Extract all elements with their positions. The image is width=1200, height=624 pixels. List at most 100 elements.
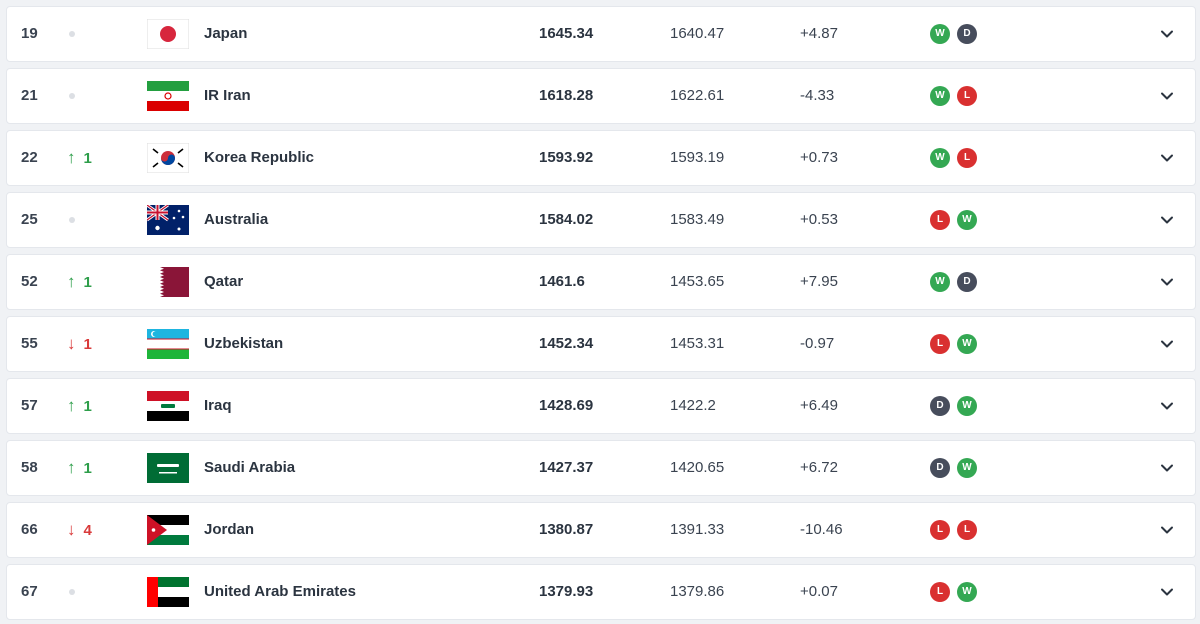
rank-change: ↑ 1 bbox=[67, 379, 92, 433]
rank-number: 58 bbox=[21, 459, 38, 476]
iraq-flag-icon bbox=[147, 391, 189, 421]
points-difference: -4.33 bbox=[800, 87, 835, 104]
form-badge: L bbox=[957, 148, 977, 168]
form-badge: W bbox=[957, 582, 977, 602]
australia-flag-icon bbox=[147, 205, 189, 235]
team-name[interactable]: Japan bbox=[204, 25, 248, 42]
team-name[interactable]: Uzbekistan bbox=[204, 335, 284, 352]
chevron-down-icon[interactable] bbox=[1157, 210, 1177, 230]
chevron-down-icon[interactable] bbox=[1157, 520, 1177, 540]
table-row[interactable]: 22 ↑ 1 Korea Republic 1593.92 1593.19 +0.73 W L bbox=[6, 130, 1196, 186]
previous-points: 1593.19 bbox=[670, 149, 725, 166]
points-difference: +7.95 bbox=[800, 273, 838, 290]
arrow-up-icon: ↑ bbox=[67, 458, 76, 477]
table-row[interactable]: 25 Australia 1584.02 1583.49 +0.53 L W bbox=[6, 192, 1196, 248]
table-row[interactable]: 55 ↓ 1 Uzbekistan 1452.34 1453.31 -0.97 L W bbox=[6, 316, 1196, 372]
arrow-up-icon: ↑ bbox=[67, 148, 76, 167]
table-row[interactable]: 19 Japan 1645.34 1640.47 +4.87 W D bbox=[6, 6, 1196, 62]
chevron-down-icon[interactable] bbox=[1157, 148, 1177, 168]
form-badge: L bbox=[957, 86, 977, 106]
form-badge: L bbox=[957, 520, 977, 540]
rank-change: ↓ 1 bbox=[67, 317, 92, 371]
arrow-down-icon: ↓ bbox=[67, 334, 76, 353]
chevron-down-icon[interactable] bbox=[1157, 86, 1177, 106]
team-name[interactable]: Jordan bbox=[204, 521, 255, 538]
previous-points: 1391.33 bbox=[670, 521, 725, 538]
rank-change bbox=[67, 69, 75, 123]
form-badge: W bbox=[957, 396, 977, 416]
korea-flag-icon bbox=[147, 143, 189, 173]
form-badge: W bbox=[930, 272, 950, 292]
rank-change-value: 4 bbox=[83, 522, 92, 539]
rank-change-value: 1 bbox=[83, 336, 92, 353]
chevron-down-icon[interactable] bbox=[1157, 272, 1177, 292]
previous-points: 1379.86 bbox=[670, 583, 725, 600]
form-badge: W bbox=[957, 210, 977, 230]
no-change-dot-icon bbox=[69, 31, 75, 38]
jordan-flag-icon bbox=[147, 515, 189, 545]
chevron-down-icon[interactable] bbox=[1157, 582, 1177, 602]
table-row[interactable]: 66 ↓ 4 Jordan 1380.87 1391.33 -10.46 L L bbox=[6, 502, 1196, 558]
points-difference: +0.53 bbox=[800, 211, 838, 228]
total-points: 1380.87 bbox=[539, 521, 594, 538]
total-points: 1584.02 bbox=[539, 211, 594, 228]
rank-change bbox=[67, 7, 75, 61]
team-name[interactable]: Australia bbox=[204, 211, 269, 228]
chevron-down-icon[interactable] bbox=[1157, 334, 1177, 354]
team-name[interactable]: Saudi Arabia bbox=[204, 459, 296, 476]
previous-points: 1422.2 bbox=[670, 397, 716, 414]
team-name[interactable]: IR Iran bbox=[204, 87, 251, 104]
rank-change: ↑ 1 bbox=[67, 255, 92, 309]
previous-points: 1583.49 bbox=[670, 211, 725, 228]
form-badge: D bbox=[957, 24, 977, 44]
rank-number: 67 bbox=[21, 583, 38, 600]
team-name[interactable]: Qatar bbox=[204, 273, 244, 290]
rank-change-value: 1 bbox=[83, 274, 92, 291]
table-row[interactable]: 57 ↑ 1 Iraq 1428.69 1422.2 +6.49 D W bbox=[6, 378, 1196, 434]
team-name[interactable]: United Arab Emirates bbox=[204, 583, 356, 600]
chevron-down-icon[interactable] bbox=[1157, 458, 1177, 478]
total-points: 1645.34 bbox=[539, 25, 594, 42]
points-difference: +0.07 bbox=[800, 583, 838, 600]
table-row[interactable]: 58 ↑ 1 Saudi Arabia 1427.37 1420.65 +6.72 D W bbox=[6, 440, 1196, 496]
points-difference: +4.87 bbox=[800, 25, 838, 42]
total-points: 1427.37 bbox=[539, 459, 594, 476]
rank-change-value: 1 bbox=[83, 150, 92, 167]
form-badge: L bbox=[930, 582, 950, 602]
uzbekistan-flag-icon bbox=[147, 329, 189, 359]
form-badge: L bbox=[930, 520, 950, 540]
rank-number: 66 bbox=[21, 521, 38, 538]
team-name[interactable]: Iraq bbox=[204, 397, 232, 414]
table-row[interactable]: 67 United Arab Emirates 1379.93 1379.86 +0.0… bbox=[6, 564, 1196, 620]
form-badge: W bbox=[930, 148, 950, 168]
form-badge: L bbox=[930, 210, 950, 230]
form-badge: W bbox=[957, 334, 977, 354]
form-badge: D bbox=[957, 272, 977, 292]
total-points: 1593.92 bbox=[539, 149, 594, 166]
saudi-flag-icon bbox=[147, 453, 189, 483]
form-badge: W bbox=[930, 24, 950, 44]
table-row[interactable]: 52 ↑ 1 Qatar 1461.6 1453.65 +7.95 W D bbox=[6, 254, 1196, 310]
arrow-down-icon: ↓ bbox=[67, 520, 76, 539]
chevron-down-icon[interactable] bbox=[1157, 24, 1177, 44]
total-points: 1428.69 bbox=[539, 397, 594, 414]
team-name[interactable]: Korea Republic bbox=[204, 149, 315, 166]
total-points: 1461.6 bbox=[539, 273, 585, 290]
previous-points: 1453.31 bbox=[670, 335, 725, 352]
points-difference: +0.73 bbox=[800, 149, 838, 166]
table-row[interactable]: 21 IR Iran 1618.28 1622.61 -4.33 W L bbox=[6, 68, 1196, 124]
form-badge: D bbox=[930, 396, 950, 416]
rank-change: ↑ 1 bbox=[67, 441, 92, 495]
rank-change-value: 1 bbox=[83, 398, 92, 415]
rank-number: 55 bbox=[21, 335, 38, 352]
chevron-down-icon[interactable] bbox=[1157, 396, 1177, 416]
no-change-dot-icon bbox=[69, 589, 75, 596]
previous-points: 1640.47 bbox=[670, 25, 725, 42]
